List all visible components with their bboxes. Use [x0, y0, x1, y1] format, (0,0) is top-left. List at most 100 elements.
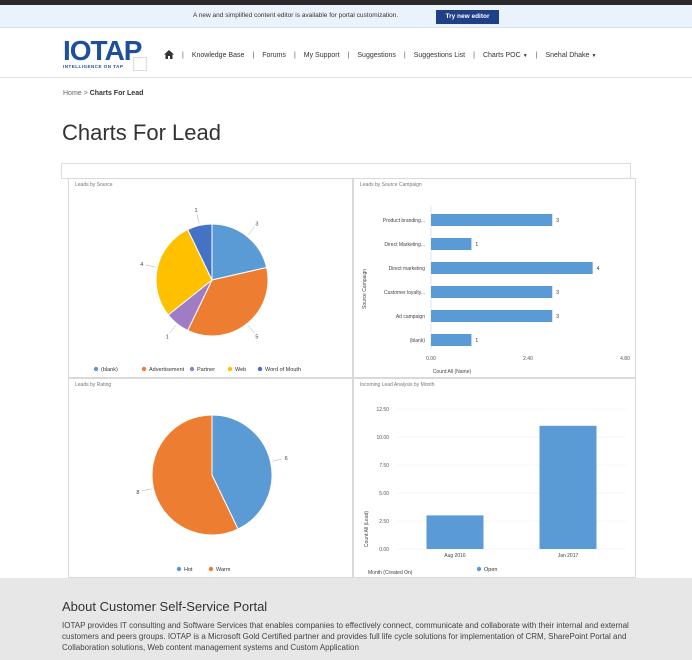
chevron-down-icon: ▼ [591, 52, 597, 59]
logo-text: IOTAP [63, 35, 142, 66]
home-link[interactable] [156, 49, 182, 61]
chevron-down-icon: ▼ [522, 52, 528, 59]
y-tick-label: Customer loyalty... [384, 290, 425, 296]
x-tick-label: 0.00 [426, 356, 436, 362]
page-title: Charts For Lead [62, 120, 221, 145]
y-tick-label: (blank) [410, 338, 426, 344]
y-tick-label: Ad campaign [396, 314, 425, 320]
legend-swatch [257, 366, 263, 372]
legend-swatch [189, 366, 195, 372]
chart-title: Incoming Lead Analysis by Month [360, 382, 435, 388]
chart-panel-leads-by-source: Leads by Source 3 5 1 4 1 (blank) Advertisemen… [68, 178, 353, 378]
bar [431, 310, 553, 322]
pie-leader-line [247, 226, 255, 235]
bar-data-label: 3 [556, 314, 559, 320]
bar [431, 214, 553, 226]
y-tick-label: 0.00 [379, 547, 389, 553]
pie-leader-line [196, 213, 200, 224]
chart-title: Leads by Rating [75, 382, 112, 388]
bar [426, 515, 484, 549]
nav-suggestions-list[interactable]: Suggestions List [413, 51, 466, 59]
x-tick-label: Aug 2016 [444, 553, 466, 559]
legend-swatch [141, 366, 147, 372]
x-tick-label: 4.80 [620, 356, 630, 362]
menu-separator: | [347, 51, 350, 59]
pie-slice [211, 223, 268, 281]
window-top-bar [0, 0, 692, 5]
nav-charts-poc-label: Charts POC [482, 51, 521, 59]
legend-label: Hot [184, 567, 193, 573]
menu-separator: | [403, 51, 406, 59]
chart-panel-incoming-leads: Incoming Lead Analysis by Month 0.00 2.50… [353, 378, 636, 578]
chart-title: Leads by Source Campaign [360, 182, 422, 188]
legend-label: Partner [197, 367, 215, 373]
pie-leader-line [145, 264, 156, 268]
home-icon [164, 49, 174, 59]
nav-user-menu[interactable]: Snehal Dhake ▼ [537, 52, 604, 59]
logo-tagline: INTELLIGENCE ON TAP [63, 64, 124, 69]
nav-user-name: Snehal Dhake [545, 51, 590, 59]
breadcrumb-current: Charts For Lead [89, 90, 144, 97]
pie-slice [155, 228, 213, 316]
y-tick-label: Product branding... [383, 218, 425, 224]
editor-notice-text: A new and simplified content editor is a… [193, 12, 399, 19]
navbar: IOTAP INTELLIGENCE ON TAP | Knowledge Ba… [0, 28, 692, 78]
nav-charts-poc[interactable]: Charts POC ▼ [475, 52, 536, 59]
bar-chart-leads-by-campaign: Product branding... 3 Direct Marketing... 1… [362, 206, 630, 375]
x-axis-label: Count:All (Name) [433, 369, 472, 375]
y-tick-label: 7.50 [379, 463, 389, 469]
menu-separator: | [473, 51, 475, 59]
x-tick-label: Jan 2017 [558, 553, 579, 559]
pie-slice [211, 414, 273, 530]
legend-label: Word of Mouth [265, 367, 301, 373]
chart-filter-box[interactable] [61, 163, 631, 179]
x-tick-label: 2.40 [523, 356, 533, 362]
bar-chart-incoming-leads: 0.00 2.50 5.00 7.50 10.00 12.50 Aug 2016 Jan 20… [364, 407, 626, 576]
nav-my-support[interactable]: My Support [303, 51, 340, 59]
bar [431, 262, 593, 274]
about-section [0, 578, 692, 660]
pie-slice [187, 266, 269, 337]
breadcrumb-separator: > [83, 90, 88, 97]
breadcrumb-home[interactable]: Home [63, 90, 82, 97]
menu-separator: | [182, 51, 184, 59]
pie-data-label: 1 [166, 334, 169, 340]
menu-separator: | [252, 51, 255, 59]
legend-swatch [227, 366, 233, 372]
about-title: About Customer Self-Service Portal [62, 599, 268, 614]
iotap-logo[interactable]: IOTAP INTELLIGENCE ON TAP [63, 35, 142, 73]
about-text: IOTAP provides IT consulting and Softwar… [62, 621, 629, 652]
legend-swatch [476, 566, 482, 572]
bar-data-label: 3 [556, 290, 559, 296]
pie-leader-line [272, 458, 283, 462]
pie-slice [151, 414, 239, 536]
y-tick-label: 2.50 [379, 519, 389, 525]
pie-data-label: 4 [140, 262, 143, 268]
bar [431, 286, 553, 298]
y-tick-label: Direct marketing [389, 266, 426, 272]
try-new-editor-button[interactable]: Try new editor [436, 10, 499, 24]
nav-suggestions[interactable]: Suggestions [357, 51, 396, 59]
pie-leader-line [169, 325, 177, 334]
chart-panel-leads-by-campaign: Leads by Source Campaign Product brandin… [353, 178, 636, 378]
legend-label: Warm [216, 567, 231, 573]
legend-swatch [208, 566, 214, 572]
menu-separator: | [293, 51, 296, 59]
legend-swatch [93, 366, 99, 372]
bar-data-label: 3 [556, 218, 559, 224]
nav-knowledge-base[interactable]: Knowledge Base [191, 51, 245, 59]
nav-forums[interactable]: Forums [262, 51, 286, 59]
breadcrumb: Home > Charts For Lead [63, 90, 143, 97]
pie-data-label: 5 [255, 334, 258, 340]
y-tick-label: 5.00 [379, 491, 389, 497]
pie-leader-line [141, 488, 152, 492]
pie-chart-leads-by-rating: 6 8 Hot Warm [136, 414, 288, 573]
bar-data-label: 4 [597, 266, 600, 272]
x-axis-label: Month (Created On) [368, 570, 413, 576]
logo-placeholder-box [133, 57, 147, 71]
bar-data-label: 1 [475, 338, 478, 344]
legend-label: Web [235, 367, 246, 373]
y-tick-label: 12.50 [376, 407, 389, 413]
y-tick-label: Direct Marketing... [384, 242, 425, 248]
legend-swatch [176, 566, 182, 572]
